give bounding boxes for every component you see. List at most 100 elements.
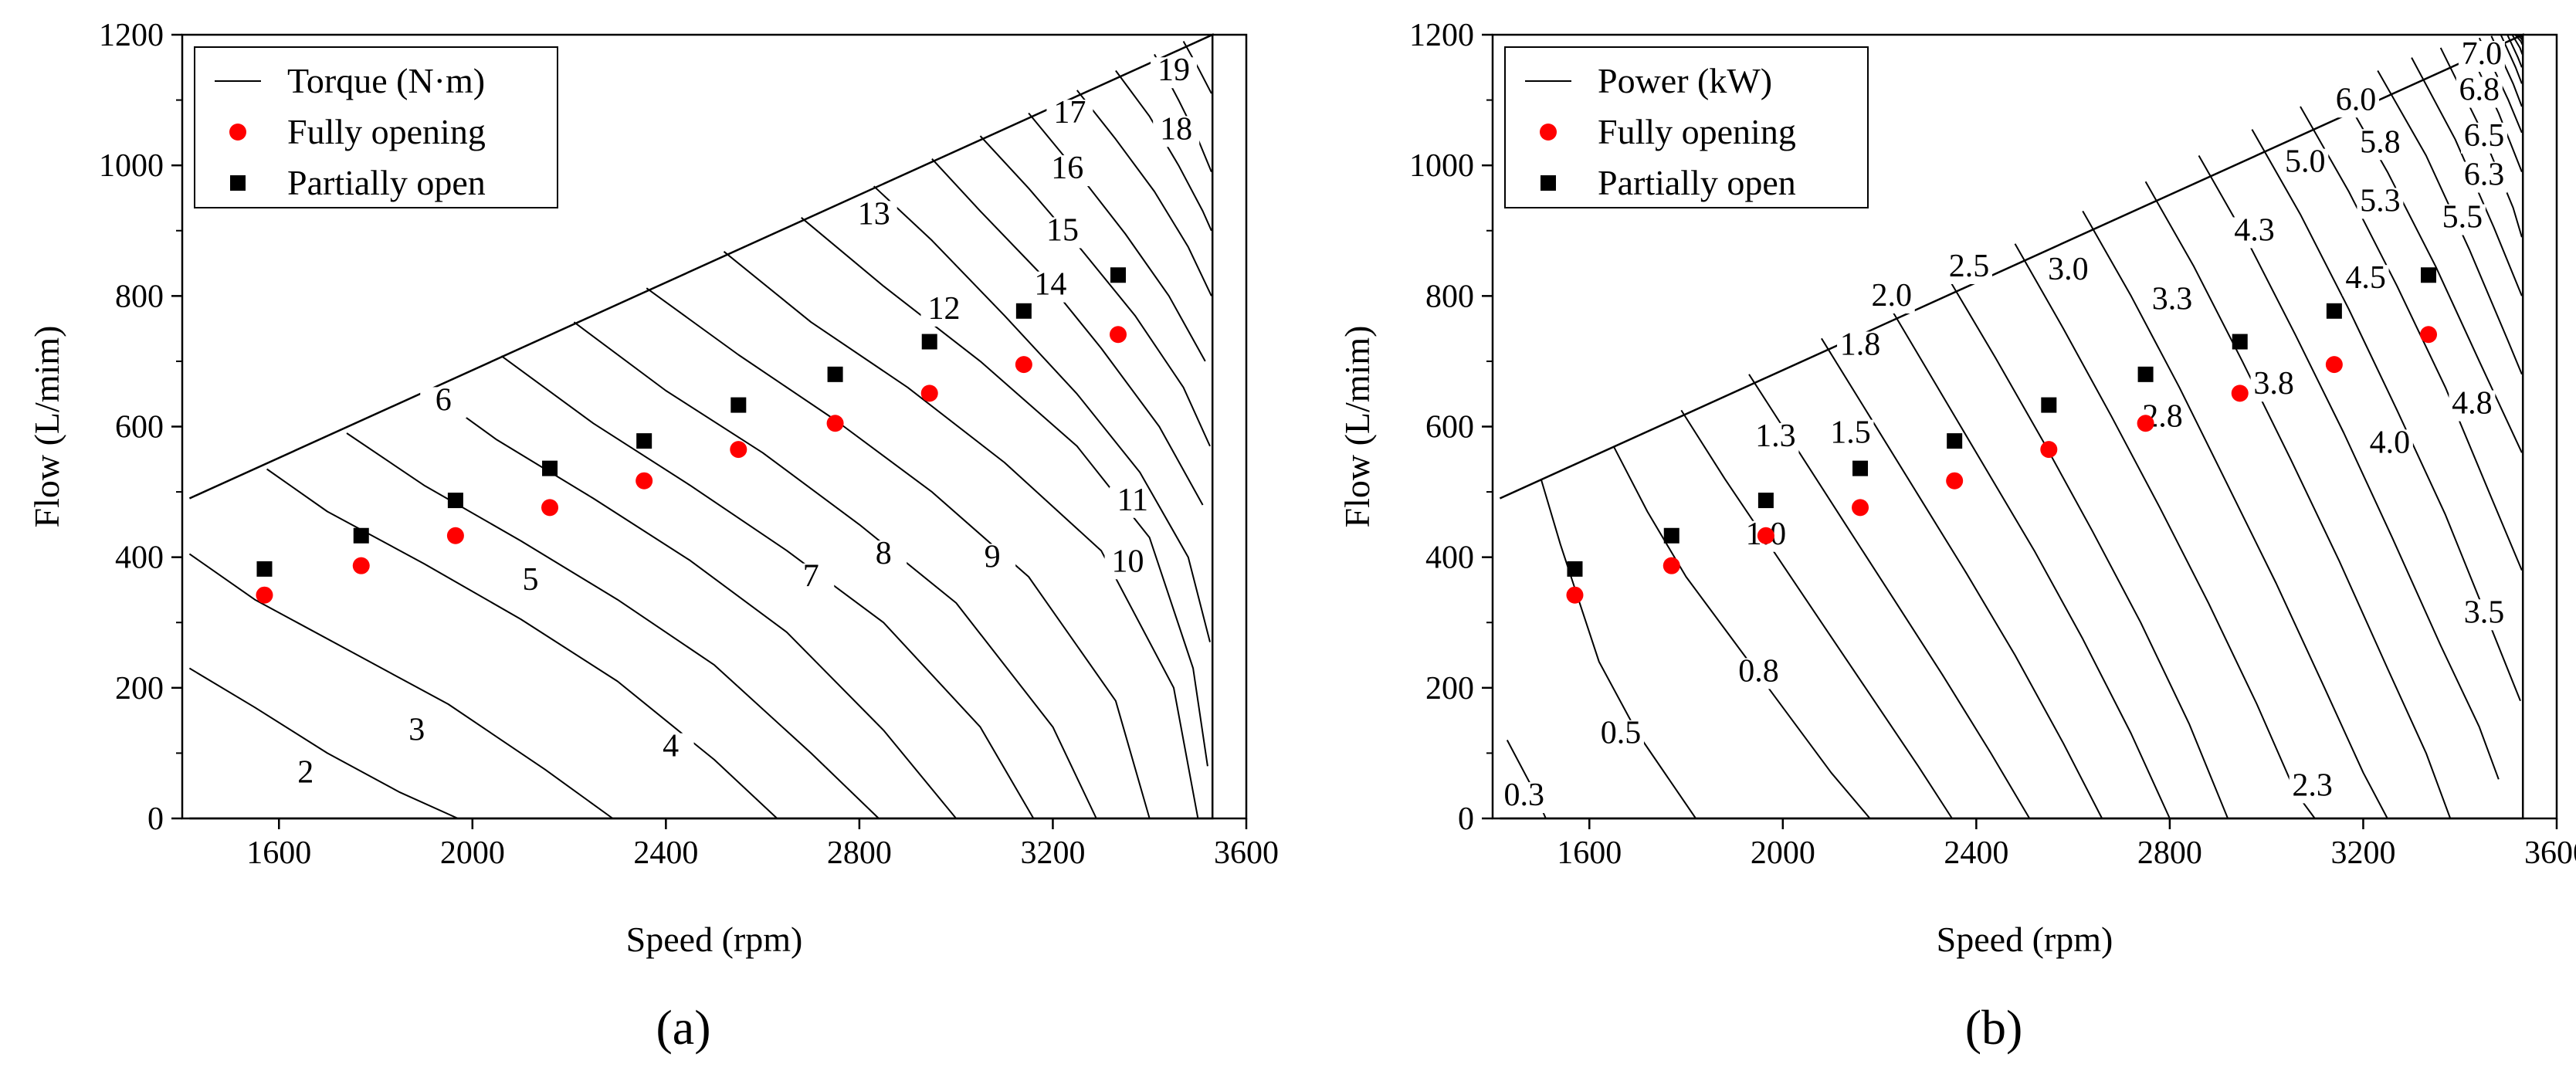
contour-line	[801, 217, 1208, 767]
contour-line	[2198, 155, 2500, 780]
contour-label: 2.5	[1949, 249, 1990, 284]
contour-line	[646, 287, 1151, 819]
y-tick-label: 200	[115, 671, 164, 706]
y-tick-label: 600	[115, 410, 164, 446]
contour-label-bg	[2366, 429, 2413, 461]
x-tick-label: 1600	[1557, 835, 1622, 871]
contour-label: 4.0	[2370, 425, 2411, 460]
legend-partially-open-marker	[230, 175, 246, 191]
fully-opening-point	[2137, 415, 2154, 432]
contour-label-bg	[2461, 122, 2508, 154]
contour-label: 6	[436, 382, 452, 418]
contour-label: 17	[1053, 95, 1086, 130]
partially-open-point	[2421, 267, 2437, 283]
contour-label: 15	[1046, 212, 1079, 248]
contour-label-bg	[788, 563, 835, 595]
contour-line	[2507, 34, 2523, 68]
contour-label: 4.3	[2234, 212, 2275, 248]
contour-label: 1.5	[1830, 415, 1871, 451]
fully-opening-point	[446, 527, 464, 544]
contour-line	[1115, 69, 1212, 232]
contour-line	[1680, 409, 1953, 819]
y-tick-label: 600	[1425, 410, 1474, 446]
partially-open-point	[2137, 366, 2154, 382]
contour-label-bg	[2357, 188, 2404, 219]
fully-opening-point	[1946, 472, 1964, 490]
contour-label: 5.0	[2285, 144, 2326, 180]
y-tick-label: 800	[1425, 279, 1474, 314]
y-tick-label: 1200	[1409, 18, 1474, 53]
y-tick-label: 200	[1425, 671, 1474, 706]
legend-partially-open-marker	[1541, 175, 1556, 191]
contour-label-bg	[2439, 204, 2486, 235]
contour-label-bg	[2458, 41, 2505, 73]
partially-open-point	[2041, 397, 2057, 413]
fully-opening-point	[826, 415, 844, 432]
x-axis-title: Speed (rpm)	[626, 920, 803, 959]
contour-label: 12	[928, 291, 961, 327]
contour-line	[346, 432, 880, 819]
contour-line	[2516, 34, 2523, 42]
contour-line	[2144, 181, 2452, 819]
partially-open-point	[1852, 460, 1869, 476]
contour-label-bg	[2449, 390, 2496, 422]
fully-opening-point	[2231, 385, 2249, 402]
contour-line	[1028, 112, 1206, 362]
contour-label-bg	[507, 566, 554, 598]
contour-label: 6.0	[2336, 82, 2377, 117]
contour-label-bg	[2250, 371, 2297, 402]
contour-label-bg	[1868, 283, 1915, 314]
contour-label-bg	[1827, 419, 1874, 451]
contour-label-bg	[647, 733, 694, 764]
x-tick-label: 2800	[827, 835, 892, 871]
contour-label: 4.8	[2452, 386, 2493, 422]
legend: Power (kW) Fully opening Partially open	[1504, 46, 1869, 208]
chart-panel-b: 1600 2000 2400 2800 3200 3600 0 200 400 600 800 100…	[1337, 18, 2576, 1055]
contour-label: 2	[297, 754, 314, 790]
legend-box	[194, 46, 558, 208]
contour-label-bg	[2045, 256, 2092, 288]
contour-label-bg	[1109, 486, 1156, 518]
x-tick-label: 3200	[2330, 835, 2395, 871]
fully-opening-point	[1015, 356, 1032, 374]
partially-open-point	[447, 493, 463, 509]
contour-line	[188, 553, 614, 819]
contour-label: 7	[803, 559, 819, 595]
contour-label: 6.5	[2464, 118, 2505, 154]
contour-label: 1.3	[1755, 418, 1796, 454]
partially-open-point	[256, 561, 273, 577]
fully-opening-point	[2325, 356, 2343, 374]
contour-label: 0.3	[1503, 778, 1544, 813]
fully-opening-point	[1757, 527, 1774, 544]
contour-label-bg	[920, 295, 968, 327]
y-tick-label: 0	[1458, 801, 1474, 837]
panel-label: (a)	[656, 1000, 710, 1055]
contour-label: 2.0	[1872, 278, 1913, 313]
x-tick-label: 2400	[1944, 835, 2008, 871]
contour-label-bg	[1044, 155, 1091, 187]
partially-open-point	[542, 460, 558, 476]
contour-line	[1540, 478, 1696, 819]
contour-line	[500, 355, 1035, 819]
legend-entry: Fully opening	[1598, 112, 1796, 151]
partially-open-point	[1663, 527, 1679, 544]
contour-line	[2520, 34, 2523, 37]
contour-label-bg	[1597, 720, 1644, 751]
y-tick-label: 1000	[1409, 148, 1474, 184]
contour-label-bg	[1104, 548, 1151, 580]
contour-label: 3.5	[2464, 595, 2505, 630]
contour-label: 4.5	[2345, 260, 2386, 296]
y-tick-label: 400	[115, 540, 164, 576]
contour-label-bg	[1837, 331, 1884, 363]
partially-open-point	[1110, 267, 1127, 283]
y-tick-label: 400	[1425, 540, 1474, 576]
contour-label-bg	[2461, 599, 2508, 631]
x-tick-label: 3600	[1214, 835, 1279, 871]
contour-label-bg	[1945, 252, 1992, 284]
contour-line	[188, 667, 459, 819]
partially-open-point	[921, 334, 937, 350]
partially-open-point	[353, 527, 369, 544]
fully-opening-point	[730, 441, 747, 459]
contour-label-bg	[282, 759, 329, 791]
